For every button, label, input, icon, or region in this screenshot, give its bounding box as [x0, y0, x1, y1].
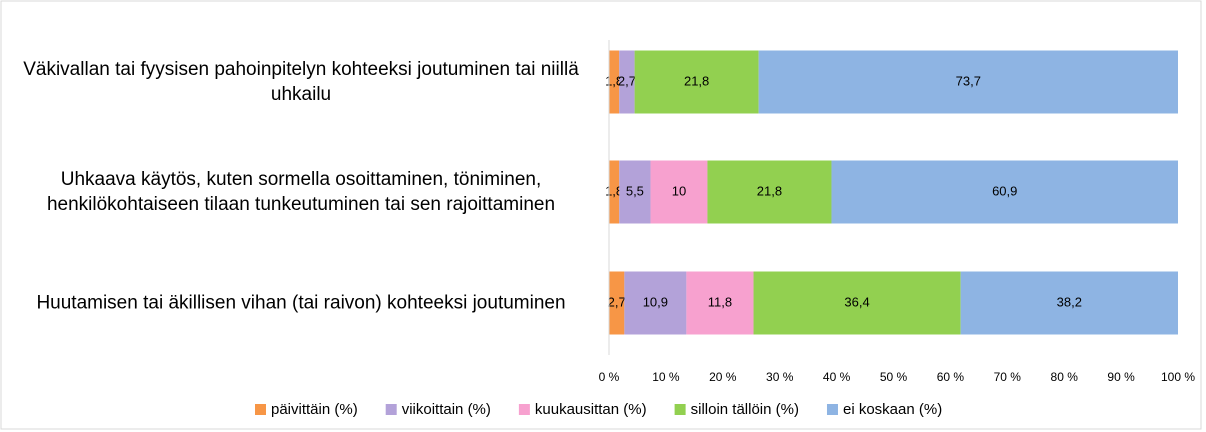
- x-tick-label: 100 %: [1161, 370, 1195, 384]
- data-label: 36,4: [844, 294, 869, 309]
- legend-label: viikoittain (%): [402, 401, 491, 418]
- legend-swatch: [385, 404, 397, 415]
- data-label: 21,8: [757, 183, 782, 198]
- bar-segment: [624, 271, 687, 335]
- legend-label: silloin tällöin (%): [691, 401, 799, 418]
- bar-segment: [960, 271, 1178, 335]
- x-tick-label: 50 %: [880, 370, 908, 384]
- data-label: 2,7: [618, 73, 636, 88]
- data-label: 1,8: [605, 183, 623, 198]
- bar-segment: [619, 160, 651, 224]
- data-label: 10,9: [643, 294, 668, 309]
- data-label: 5,5: [626, 183, 644, 198]
- bar-segment: [609, 50, 620, 114]
- x-tick-label: 90 %: [1107, 370, 1135, 384]
- bar-segment: [609, 271, 625, 335]
- x-tick-label: 60 %: [937, 370, 965, 384]
- category-label: Uhkaava käytös, kuten sormella osoittami…: [46, 169, 556, 215]
- legend-swatch: [674, 404, 686, 415]
- data-label: 60,9: [992, 183, 1017, 198]
- bar-segment: [707, 160, 832, 224]
- x-tick-label: 70 %: [994, 370, 1022, 384]
- data-label: 73,7: [956, 73, 981, 88]
- data-label: 1,8: [605, 73, 623, 88]
- legend-label: ei koskaan (%): [843, 401, 942, 418]
- x-tick-label: 10 %: [652, 370, 680, 384]
- bar-segment: [753, 271, 961, 335]
- legend-swatch: [826, 404, 838, 415]
- data-label: 11,8: [708, 294, 732, 309]
- legend-swatch: [255, 404, 266, 415]
- bar-segment: [619, 50, 635, 114]
- legend-label: kuukausittan (%): [535, 401, 647, 418]
- category-label: Väkivallan tai fyysisen pahoinpitelyn ko…: [23, 59, 579, 105]
- x-tick-label: 40 %: [823, 370, 851, 384]
- data-label: 10: [672, 183, 686, 198]
- bar-segment: [609, 160, 620, 224]
- bar-segment: [831, 160, 1178, 224]
- data-label: 2,7: [608, 294, 626, 309]
- data-label: 38,2: [1057, 294, 1082, 309]
- x-tick-label: 20 %: [709, 370, 737, 384]
- bar-segment: [650, 160, 708, 224]
- x-tick-label: 0 %: [599, 370, 620, 384]
- bar-segment: [758, 50, 1178, 114]
- bar-segment: [686, 271, 754, 335]
- data-label: 21,8: [684, 73, 709, 88]
- x-tick-label: 80 %: [1051, 370, 1079, 384]
- category-label: Huutamisen tai äkillisen vihan (tai raiv…: [36, 292, 566, 314]
- legend-label: päivittäin (%): [271, 401, 358, 418]
- bar-segment: [634, 50, 759, 114]
- x-tick-label: 30 %: [766, 370, 794, 384]
- legend-swatch: [518, 404, 530, 415]
